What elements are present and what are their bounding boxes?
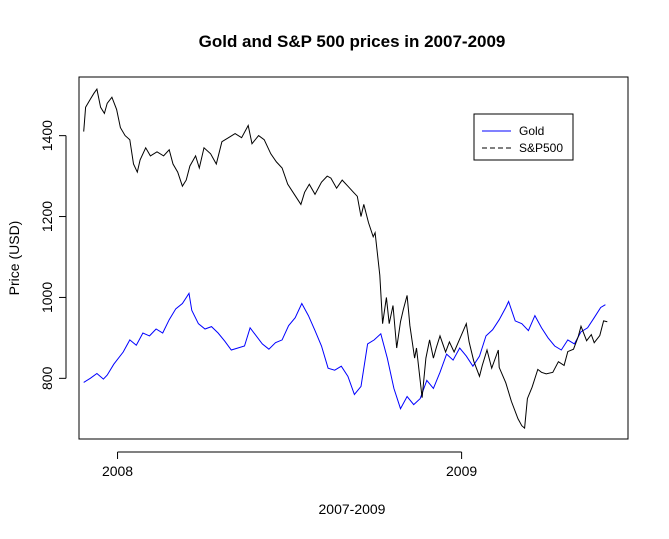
series-layer — [83, 87, 608, 430]
axes: 2008 2009 800 1000 1200 1400 — [39, 120, 477, 479]
series-line-s-p500 — [83, 87, 608, 430]
y-tick-label: 800 — [39, 366, 55, 390]
y-tick-label: 1000 — [39, 282, 55, 313]
chart-title: Gold and S&P 500 prices in 2007-2009 — [199, 32, 506, 51]
legend: Gold S&P500 — [473, 113, 574, 161]
y-tick-label: 1200 — [39, 201, 55, 232]
plot-frame — [78, 76, 629, 440]
x-tick-label: 2008 — [102, 463, 133, 479]
x-tick-label: 2009 — [446, 463, 477, 479]
y-axis-label: Price (USD) — [6, 221, 22, 296]
legend-box — [473, 113, 574, 161]
legend-label: Gold — [519, 124, 544, 138]
legend-items: Gold S&P500 — [482, 124, 563, 155]
y-tick-label: 1400 — [39, 120, 55, 151]
legend-label: S&P500 — [519, 141, 563, 155]
series-line-gold — [83, 292, 606, 410]
x-axis-label: 2007-2009 — [319, 501, 386, 517]
